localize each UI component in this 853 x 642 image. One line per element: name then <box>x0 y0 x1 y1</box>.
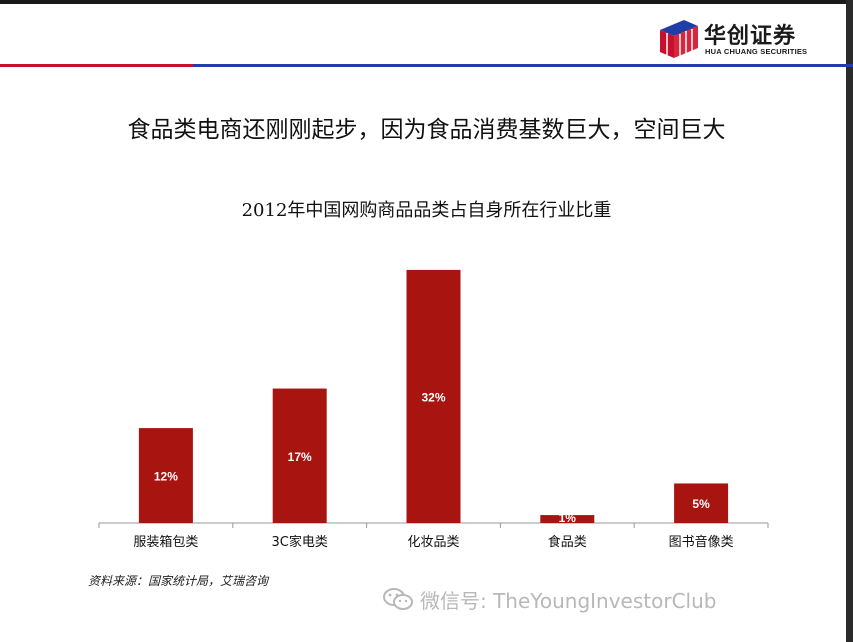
wechat-icon <box>383 588 413 610</box>
x-tick-label: 服装箱包类 <box>133 534 198 550</box>
bar-3 <box>406 269 461 523</box>
top-border <box>0 0 853 4</box>
wechat-watermark: 微信号: TheYoungInvestorClub <box>382 582 716 616</box>
bar-5 <box>674 483 729 523</box>
company-logo: 华创证券 HUA CHUANG SECURITIES <box>658 16 828 60</box>
x-tick-label: 图书音像类 <box>669 534 734 550</box>
bar-value-label: 32% <box>421 390 445 404</box>
logo-chinese-name: 华创证券 <box>704 24 797 49</box>
logo-english-name: HUA CHUANG SECURITIES <box>705 47 808 56</box>
chart-title: 2012年中国网购商品品类占自身所在行业比重 <box>241 200 612 221</box>
bar-value-label: 5% <box>692 497 710 511</box>
watermark-text: 微信号: TheYoungInvestorClub <box>420 588 717 613</box>
slide-headline: 食品类电商还刚刚起步，因为食品消费基数巨大，空间巨大 <box>127 117 726 143</box>
header-rule-blue <box>193 64 853 67</box>
stacked-cube-logo-icon <box>660 20 698 58</box>
bar-2 <box>272 388 327 523</box>
bar-4 <box>540 515 595 523</box>
right-border <box>846 0 853 642</box>
bar-value-label: 12% <box>154 470 178 484</box>
bar-value-label: 1% <box>559 511 577 525</box>
x-tick-label: 3C家电类 <box>272 534 328 550</box>
x-tick-label: 食品类 <box>548 534 587 550</box>
header-rule-red <box>0 64 193 67</box>
x-tick-label: 化妆品类 <box>407 535 459 550</box>
bar-value-label: 17% <box>288 450 312 464</box>
bar-1 <box>138 428 193 523</box>
source-note: 资料来源：国家统计局，艾瑞咨询 <box>88 574 269 588</box>
